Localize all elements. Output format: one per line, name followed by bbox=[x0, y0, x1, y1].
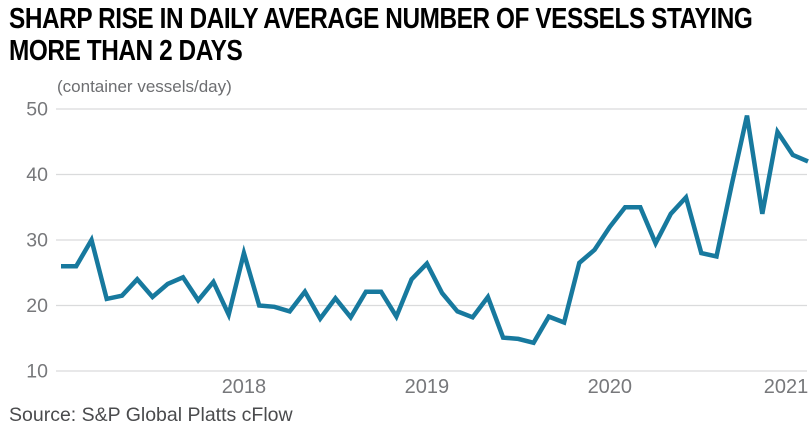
x-axis-tick-label: 2019 bbox=[405, 376, 450, 398]
y-axis-tick-label: 50 bbox=[26, 99, 48, 121]
x-axis-tick-label: 2020 bbox=[588, 376, 633, 398]
chart-title-line1: SHARP RISE IN DAILY AVERAGE NUMBER OF VE… bbox=[9, 3, 753, 35]
chart-title-line2: MORE THAN 2 DAYS bbox=[9, 34, 243, 67]
chart-title: SHARP RISE IN DAILY AVERAGE NUMBER OF VE… bbox=[9, 3, 753, 68]
y-axis-tick-label: 20 bbox=[26, 295, 48, 317]
x-axis-tick-label: 2021 bbox=[764, 376, 809, 398]
data-series-line bbox=[61, 115, 809, 346]
y-axis-tick-label: 10 bbox=[26, 361, 48, 383]
x-axis-tick-label: 2018 bbox=[222, 376, 267, 398]
source-attribution: Source: S&P Global Platts cFlow bbox=[9, 404, 293, 426]
y-axis-tick-label: 40 bbox=[26, 164, 48, 186]
chart-unit-label: (container vessels/day) bbox=[57, 77, 232, 96]
y-axis-tick-label: 30 bbox=[26, 230, 48, 252]
